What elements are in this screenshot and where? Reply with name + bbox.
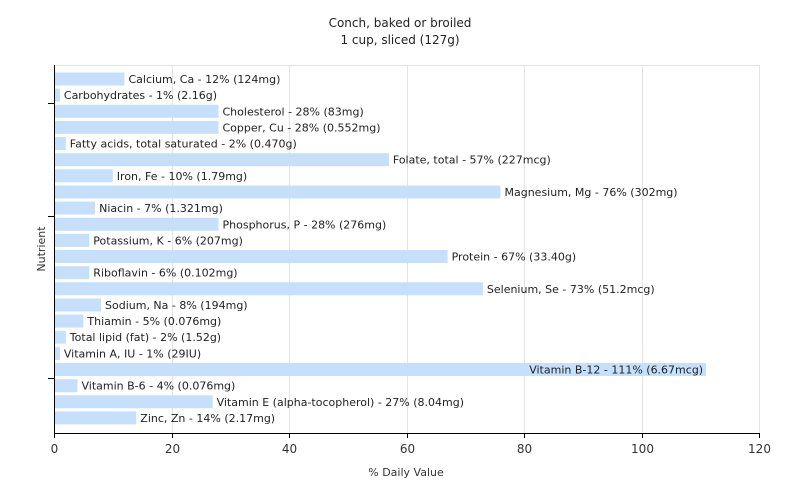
bar-label: Magnesium, Mg - 76% (302mg) — [505, 186, 678, 199]
bar — [55, 250, 448, 263]
x-tick-label: 120 — [748, 442, 771, 456]
bar — [55, 379, 78, 393]
bar-label: Fatty acids, total saturated - 2% (0.470… — [70, 138, 297, 151]
bar-label: Cholesterol - 28% (83mg) — [223, 105, 364, 118]
bar — [55, 330, 66, 344]
bar — [55, 217, 219, 231]
bar — [55, 120, 219, 134]
x-tick-label: 0 — [51, 442, 59, 456]
bar-label: Protein - 67% (33.40g) — [452, 251, 577, 264]
bar — [55, 363, 707, 376]
bar-label: Riboflavin - 6% (0.102mg) — [93, 267, 237, 280]
bar-label: Copper, Cu - 28% (0.552mg) — [223, 121, 381, 134]
bar — [55, 153, 389, 167]
y-axis-label: Nutrient — [35, 226, 48, 272]
bar — [55, 201, 96, 215]
bar-label: Thiamin - 5% (0.076mg) — [86, 315, 221, 328]
bar-label: Carbohydrates - 1% (2.16g) — [64, 89, 217, 102]
bar — [55, 185, 501, 199]
bar — [55, 266, 90, 280]
bar — [55, 346, 60, 360]
bar-label: Vitamin B-6 - 4% (0.076mg) — [82, 380, 236, 393]
bar — [55, 314, 84, 328]
bar — [55, 104, 219, 118]
bar — [55, 88, 60, 102]
bar-label: Vitamin A, IU - 1% (29IU) — [64, 347, 201, 360]
bar — [55, 72, 125, 86]
gridlines — [54, 65, 760, 433]
bar — [55, 298, 101, 312]
bar-label: Zinc, Zn - 14% (2.17mg) — [140, 412, 275, 425]
bar-label: Calcium, Ca - 12% (124mg) — [129, 73, 281, 86]
bar-label: Vitamin B-12 - 111% (6.67mcg) — [529, 364, 703, 377]
x-tick-label: 100 — [631, 442, 654, 456]
bar-label: Iron, Fe - 10% (1.79mg) — [117, 170, 247, 183]
bar-label: Folate, total - 57% (227mcg) — [393, 154, 551, 167]
x-tick-label: 20 — [165, 442, 180, 456]
bars: Calcium, Ca - 12% (124mg) Carbohydrates -… — [55, 72, 707, 425]
bar — [55, 137, 66, 151]
bar — [55, 233, 90, 247]
x-tick-label: 40 — [282, 442, 297, 456]
chart-subtitle: 1 cup, sliced (127g) — [340, 33, 459, 47]
axes: 0 20 40 60 80 100 120 — [48, 65, 771, 456]
x-tick-label: 80 — [517, 442, 532, 456]
x-tick-label: 60 — [400, 442, 415, 456]
bar — [55, 169, 113, 183]
bar — [55, 411, 137, 425]
bar-label: Selenium, Se - 73% (51.2mcg) — [487, 283, 655, 296]
bar — [55, 282, 483, 296]
bar-label: Niacin - 7% (1.321mg) — [99, 202, 223, 215]
bar-label: Total lipid (fat) - 2% (1.52g) — [69, 331, 221, 344]
bar-label: Sodium, Na - 8% (194mg) — [105, 299, 248, 312]
chart-title: Conch, baked or broiled — [329, 16, 472, 30]
x-axis-label: % Daily Value — [368, 466, 444, 479]
bar-label: Phosphorus, P - 28% (276mg) — [223, 218, 387, 231]
bar-label: Vitamin E (alpha-tocopherol) - 27% (8.04… — [217, 396, 464, 409]
bar — [55, 395, 213, 409]
bar-label: Potassium, K - 6% (207mg) — [93, 234, 243, 247]
